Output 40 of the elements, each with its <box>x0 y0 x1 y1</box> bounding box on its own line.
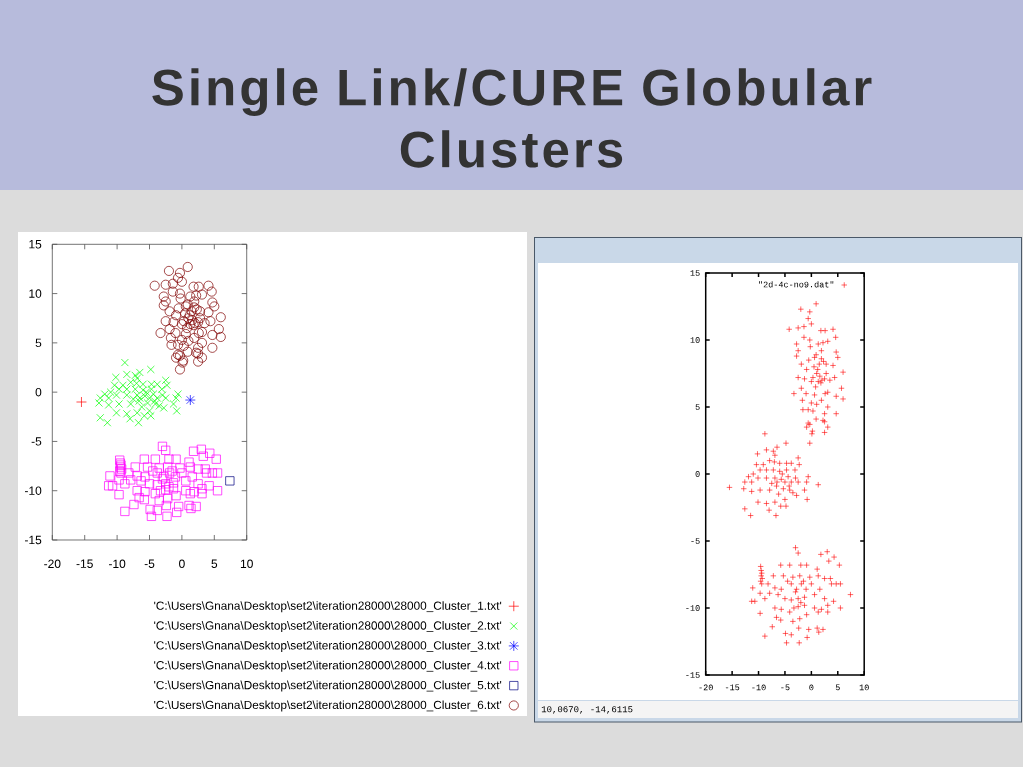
point <box>184 394 196 406</box>
legend-label: "2d-4c-no9.dat" <box>759 281 834 288</box>
x-tick-label: 5 <box>211 559 218 568</box>
text: 10,0670, -14,6115 <box>541 706 633 714</box>
legend-label: 'C:\Users\Gnana\Desktop\set2\iteration28000\28000_Cluster_4.txt' <box>154 660 502 672</box>
legend-label: 'C:\Users\Gnana\Desktop\set2\iteration28000\28000_Cluster_1.txt' <box>154 601 502 613</box>
legend-label: 'C:\Users\Gnana\Desktop\set2\iteration28000\28000_Cluster_6.txt' <box>154 700 502 712</box>
y-tick-label: 10 <box>29 289 42 298</box>
point <box>76 396 87 408</box>
legend-label: 'C:\Users\Gnana\Desktop\set2\iteration28000\28000_Cluster_3.txt' <box>154 640 502 652</box>
y-tick-label: 0 <box>35 387 42 397</box>
x-tick-label: -20 <box>44 559 61 569</box>
x-tick-label: -5 <box>781 684 790 691</box>
y-tick-label: 5 <box>35 338 42 348</box>
legend-label: 'C:\Users\Gnana\Desktop\set2\iteration28000\28000_Cluster_2.txt' <box>154 621 502 633</box>
text: Single Link/CURE Globular Clusters <box>152 68 872 168</box>
x-tick-label: -10 <box>108 559 126 569</box>
y-tick-label: -5 <box>31 437 42 446</box>
y-tick-label: -10 <box>686 605 700 611</box>
y-tick-label: -15 <box>24 535 42 545</box>
x-tick-label: 10 <box>859 684 869 691</box>
x-tick-label: -5 <box>144 559 155 568</box>
y-tick-label: -10 <box>24 486 42 495</box>
y-tick-label: -5 <box>691 538 700 544</box>
point <box>225 476 235 486</box>
y-tick-label: 0 <box>695 471 700 477</box>
y-tick-label: 10 <box>690 337 700 343</box>
x-tick-label: -10 <box>752 684 766 691</box>
x-tick-label: -15 <box>76 559 93 568</box>
y-tick-label: 15 <box>29 240 42 249</box>
x-tick-label: -15 <box>725 684 740 691</box>
x-tick-label: -20 <box>699 684 713 691</box>
x-tick-label: 5 <box>835 684 840 691</box>
legend-label: 'C:\Users\Gnana\Desktop\set2\iteration28000\28000_Cluster_5.txt' <box>154 680 502 692</box>
y-tick-label: -15 <box>686 672 700 678</box>
x-tick-label: 10 <box>240 559 253 569</box>
x-tick-label: 0 <box>179 559 185 569</box>
y-tick-label: 15 <box>690 270 700 276</box>
y-tick-label: 5 <box>695 404 700 410</box>
x-tick-label: 0 <box>809 684 814 691</box>
